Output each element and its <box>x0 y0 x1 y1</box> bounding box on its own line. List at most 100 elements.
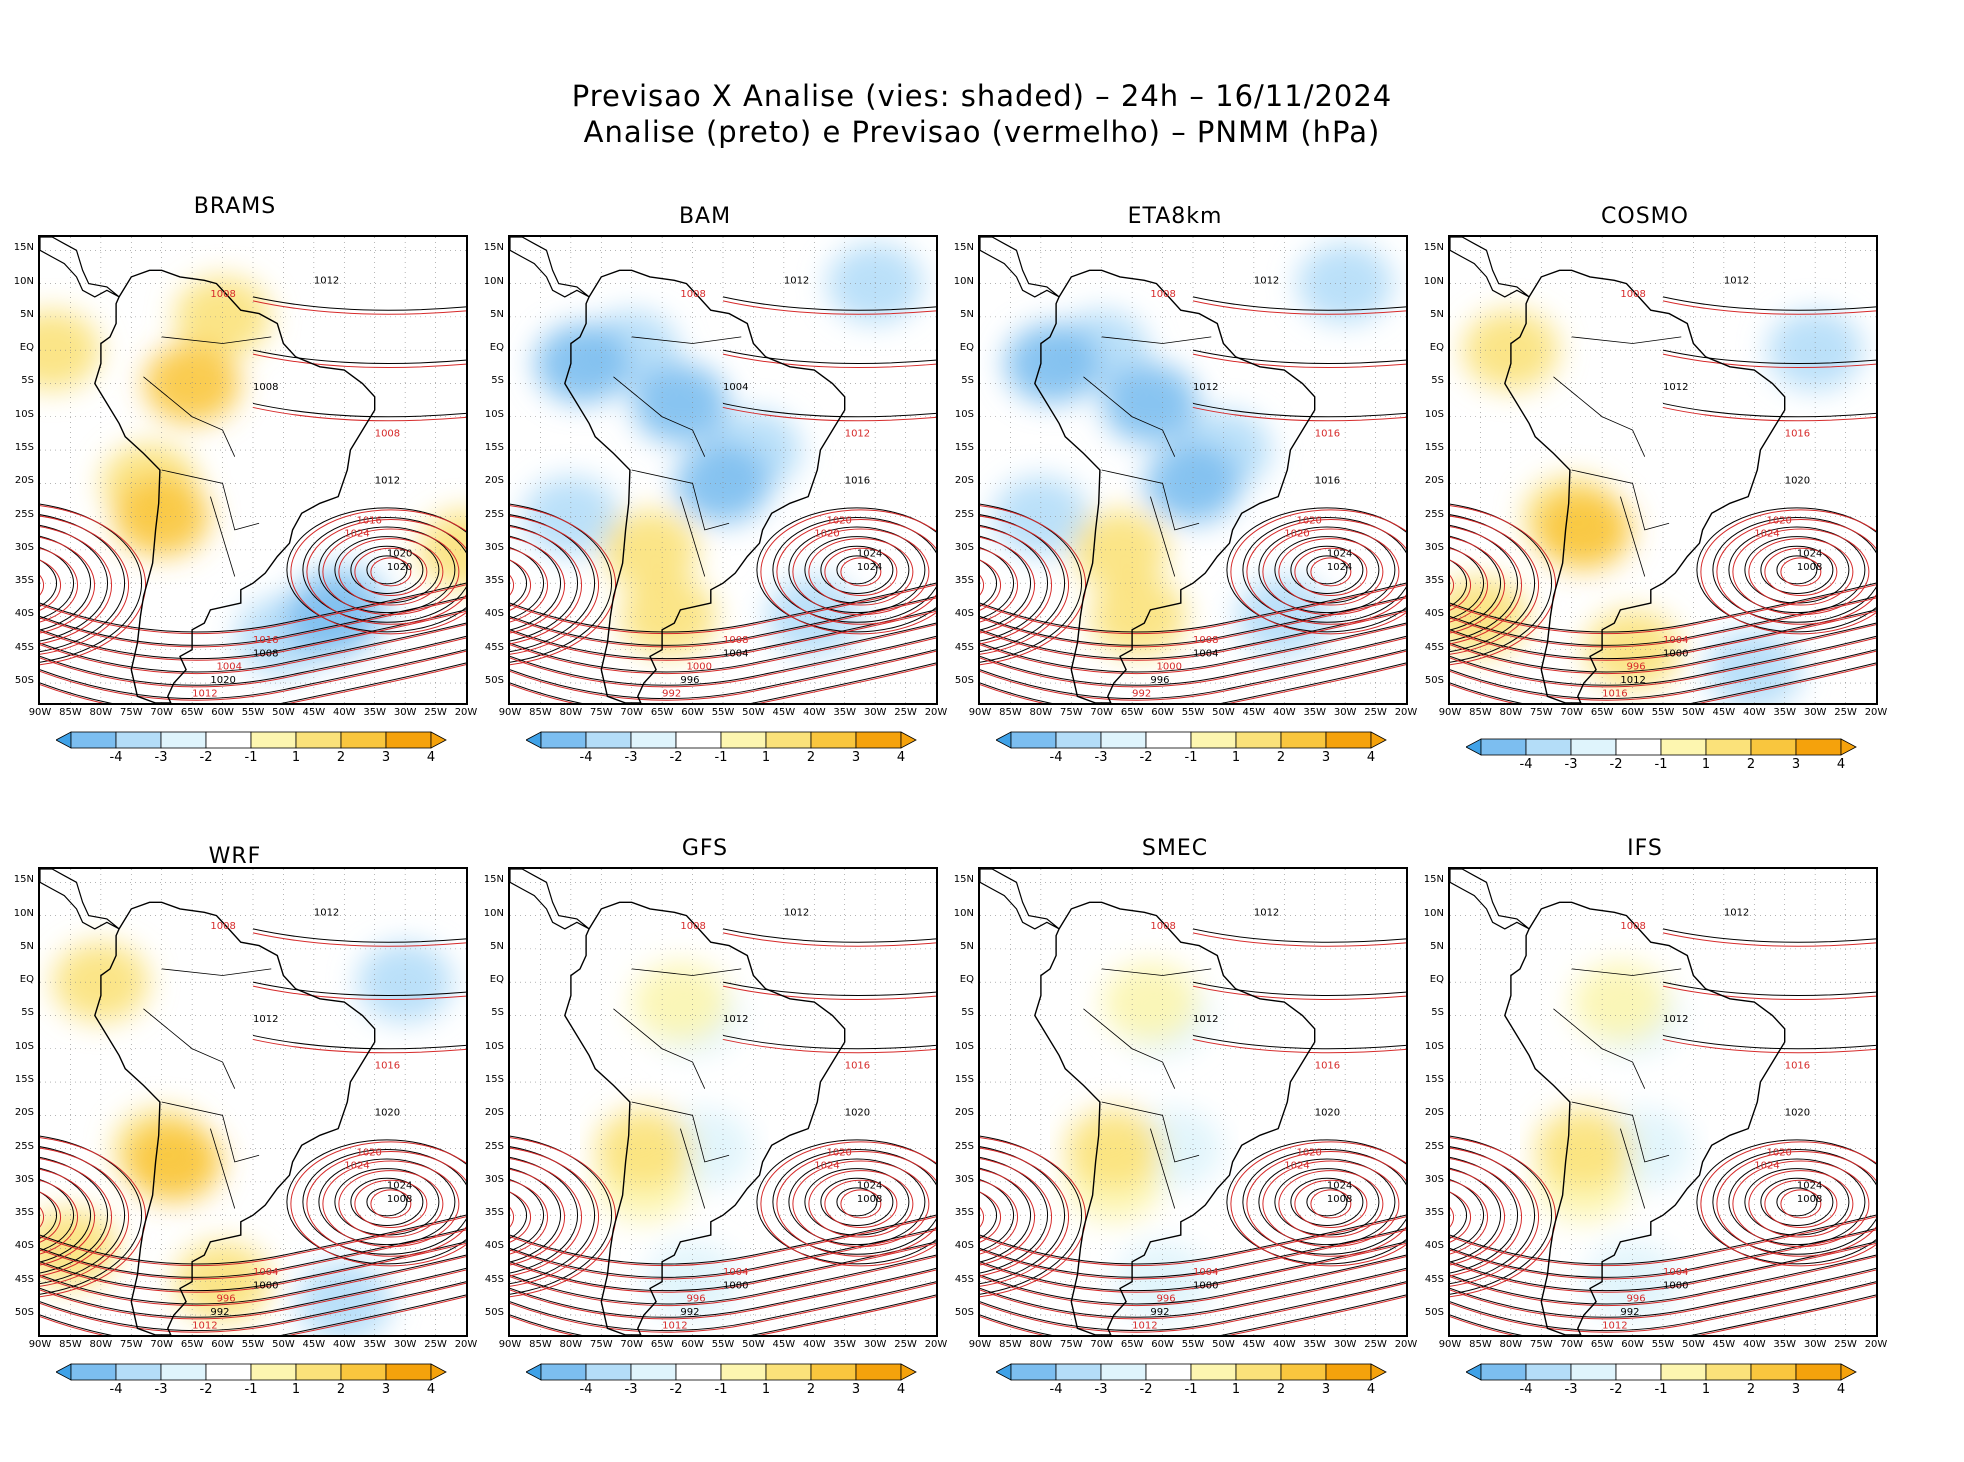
lon-label: 70W <box>620 707 644 718</box>
lon-label: 55W <box>1181 1339 1205 1350</box>
lat-label: 50S <box>1424 1307 1444 1319</box>
colorbar-segment <box>205 731 252 749</box>
colorbar-segment <box>540 1363 587 1381</box>
bias-blob <box>601 509 698 590</box>
isobar-label: 1016 <box>356 515 381 526</box>
colorbar <box>1466 1363 1857 1381</box>
colorbar-label: 1 <box>1701 1382 1711 1397</box>
country-border <box>161 336 272 344</box>
analysis-isobars <box>40 928 466 1335</box>
isobar-label: 1000 <box>723 1280 748 1291</box>
lat-label: 10N <box>1423 907 1444 919</box>
lat-label: 15S <box>14 442 34 454</box>
lat-label: 5N <box>960 308 974 320</box>
lat-label: 10N <box>953 907 974 919</box>
country-border <box>143 1008 236 1089</box>
lon-label: 70W <box>1560 1339 1584 1350</box>
colorbar-label: 1 <box>761 750 771 765</box>
bias-blob <box>1114 1241 1211 1322</box>
colorbar-label: -1 <box>244 750 258 765</box>
isobar-label: 1008 <box>1620 921 1645 932</box>
colorbar-arrow-right <box>1840 1363 1857 1381</box>
colorbar-arrow-right <box>1370 1363 1387 1381</box>
colorbar-segment <box>1190 1363 1237 1381</box>
map-svg: 1012 1008 1008 1008 1012 1016 1020 1024 1020 1016… <box>40 237 466 703</box>
colorbar-label: 4 <box>896 750 906 765</box>
bias-shading <box>1450 310 1864 703</box>
colorbar-arrow-left <box>996 731 1012 749</box>
lat-label: 15N <box>13 242 34 254</box>
bias-blob <box>535 323 632 404</box>
lon-label: 75W <box>119 1339 143 1350</box>
lat-label: 25S <box>1424 1140 1444 1152</box>
isobar-label: 1004 <box>1193 648 1218 659</box>
bias-shading <box>40 276 466 677</box>
isobar-label: 1012 <box>1663 1014 1688 1025</box>
colorbar-label: -2 <box>1609 1382 1623 1397</box>
lat-label: 45S <box>954 1273 974 1285</box>
lat-label: 5S <box>491 1007 504 1019</box>
lat-label: 15S <box>484 442 504 454</box>
forecast-isobars <box>980 932 1406 1335</box>
model-panel-bam: BAM 15N 10N 5N EQ 5S 10S 15S 20S 25S 30S 35S 40S 45S 5… <box>470 190 948 830</box>
lon-label: 35W <box>363 707 387 718</box>
colorbar <box>996 1363 1387 1381</box>
bias-blob <box>1145 443 1241 524</box>
isobar-label: 996 <box>686 1294 705 1305</box>
lon-label: 30W <box>1333 707 1357 718</box>
lat-label: 10S <box>14 1040 34 1052</box>
lon-label: 30W <box>393 707 417 718</box>
colorbar <box>996 731 1387 749</box>
lat-label: 5S <box>961 375 974 387</box>
isobar-label: 996 <box>216 1294 235 1305</box>
lon-label: 45W <box>772 1339 796 1350</box>
colorbar-label: 4 <box>426 1382 436 1397</box>
lon-label: 85W <box>529 1339 552 1350</box>
colorbar-arrow-left <box>526 1363 542 1381</box>
lat-label: 30S <box>484 1173 504 1185</box>
colorbar-label: 2 <box>1276 1382 1286 1397</box>
colorbar-label: 2 <box>1276 750 1286 765</box>
lat-label: 35S <box>954 575 974 587</box>
lat-label: 20S <box>484 1107 504 1119</box>
lat-label: 5S <box>21 375 34 387</box>
isobar-label: 1016 <box>845 475 870 486</box>
panel-title: GFS <box>681 836 729 861</box>
country-border <box>1083 1008 1176 1089</box>
model-panel-gfs: GFS 15N 10N 5N EQ 5S 10S 15S 20S 25S 30S 35S 40S 45S 5… <box>470 822 948 1462</box>
south-america-coastline <box>1504 901 1786 1335</box>
lat-label: 25S <box>954 1140 974 1152</box>
forecast-isobars <box>980 300 1406 703</box>
colorbar-label: 2 <box>1746 1382 1756 1397</box>
colorbar-label: -4 <box>1519 757 1533 772</box>
lon-label: 25W <box>424 707 447 718</box>
isobar-label: 1008 <box>1797 1194 1822 1205</box>
colorbar-segment <box>1660 738 1707 756</box>
lon-label: 80W <box>1029 707 1053 718</box>
bias-blob <box>296 1261 393 1335</box>
panel-title: COSMO <box>1601 204 1689 229</box>
isobar-label: 1020 <box>375 1107 400 1118</box>
country-border <box>1101 336 1212 344</box>
colorbar-arrow-left <box>56 731 72 749</box>
lat-label: 5N <box>960 940 974 952</box>
lon-label: 80W <box>1499 707 1523 718</box>
isobar-label: 1024 <box>1797 549 1822 560</box>
lon-label: 20W <box>924 707 948 718</box>
lon-label: 35W <box>363 1339 387 1350</box>
isobar-label: 996 <box>1150 675 1169 686</box>
colorbar-label: 3 <box>851 1382 861 1397</box>
lon-label: 85W <box>529 707 552 718</box>
country-border <box>631 469 730 531</box>
analysis-isobars <box>510 928 936 1335</box>
lat-label: 10S <box>954 1040 974 1052</box>
lat-label: 25S <box>14 508 34 520</box>
bias-blob <box>675 443 771 524</box>
figure-title-line2: Analise (preto) e Previsao (vermelho) – … <box>583 115 1381 149</box>
colorbar-segment <box>855 1363 902 1381</box>
country-border <box>1553 376 1646 457</box>
lon-label: 50W <box>742 1339 765 1350</box>
colorbar-segment <box>1660 1363 1707 1381</box>
colorbar-segment <box>1055 731 1102 749</box>
colorbar-label: 1 <box>1701 757 1711 772</box>
